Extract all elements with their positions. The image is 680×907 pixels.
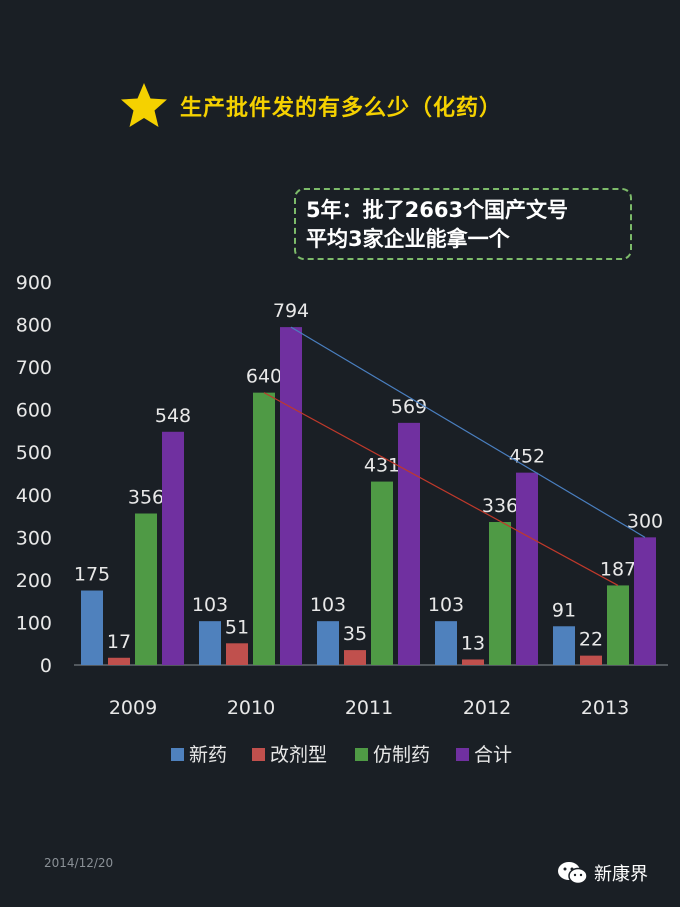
data-label: 13 [461,632,485,654]
legend-label: 合计 [474,744,512,766]
data-label: 356 [128,487,164,509]
bar-2009-series-0 [81,590,103,665]
data-label: 187 [600,558,636,580]
data-label: 300 [627,510,663,532]
date-stamp: 2014/12/20 [44,856,114,870]
data-label: 452 [509,446,545,468]
chart-header: 生产批件发的有多么少（化药） [118,80,502,132]
y-tick-label: 300 [16,527,52,549]
y-tick-label: 900 [16,272,52,294]
legend-swatch [252,748,265,761]
callout-line-2: 平均3家企业能拿一个 [306,227,510,251]
bar-2010-series-2 [253,392,275,665]
data-label: 103 [428,594,464,616]
bar-2012-series-3 [516,472,538,665]
legend-swatch [355,748,368,761]
data-label: 175 [74,564,110,586]
legend-swatch [171,748,184,761]
bar-2013-series-2 [607,585,629,665]
legend-label: 新药 [189,744,227,766]
x-tick-label: 2010 [227,697,275,719]
bar-2011-series-1 [344,650,366,665]
summary-callout: 5年：批了2663个国产文号 平均3家企业能拿一个 [294,188,632,260]
legend-label: 仿制药 [373,744,430,766]
data-label: 35 [343,623,367,645]
data-label: 431 [364,455,400,477]
data-label: 91 [552,599,576,621]
bar-2009-series-1 [108,657,130,665]
bar-2012-series-1 [462,659,484,665]
legend-swatch [456,748,469,761]
data-label: 569 [391,396,427,418]
y-tick-label: 500 [16,442,52,464]
y-tick-label: 100 [16,612,52,634]
data-label: 17 [107,631,131,653]
data-label: 640 [246,366,282,388]
bar-2013-series-3 [634,537,656,665]
wechat-icon [558,862,588,885]
bar-2013-series-0 [553,626,575,665]
bar-2011-series-2 [371,481,393,665]
chart-title: 生产批件发的有多么少（化药） [180,96,503,121]
y-tick-label: 200 [16,570,52,592]
trendline-3 [290,326,646,538]
data-label: 794 [273,300,309,322]
data-label: 51 [225,616,249,638]
callout-line-1: 5年：批了2663个国产文号 [306,198,569,222]
bar-2009-series-3 [162,431,184,665]
bar-2011-series-3 [398,422,420,665]
x-tick-label: 2011 [345,697,393,719]
bar-2010-series-3 [280,327,302,665]
y-tick-label: 600 [16,400,52,422]
y-tick-label: 0 [40,655,52,677]
x-tick-label: 2009 [109,697,157,719]
trendline-2 [263,392,619,586]
bar-2010-series-1 [226,643,248,665]
bar-2010-series-0 [199,621,221,665]
x-tick-label: 2013 [581,697,629,719]
bar-2012-series-2 [489,522,511,665]
star-icon [121,83,167,127]
data-label: 103 [310,594,346,616]
bar-2012-series-0 [435,621,457,665]
y-tick-label: 400 [16,485,52,507]
bar-2013-series-1 [580,655,602,665]
x-tick-label: 2012 [463,697,511,719]
data-label: 22 [579,629,603,651]
bar-2009-series-2 [135,513,157,665]
bar-2011-series-0 [317,621,339,665]
y-tick-label: 700 [16,357,52,379]
bar-chart: 0 100 200 300 400 500 600 700 800 900 175 17 356 548 2… [16,272,668,766]
y-tick-label: 800 [16,315,52,337]
legend-label: 改剂型 [270,744,327,766]
data-label: 548 [155,405,191,427]
brand-logo: 新康界 [556,860,648,886]
data-label: 336 [482,495,518,517]
brand-name: 新康界 [594,864,648,885]
data-label: 103 [192,594,228,616]
